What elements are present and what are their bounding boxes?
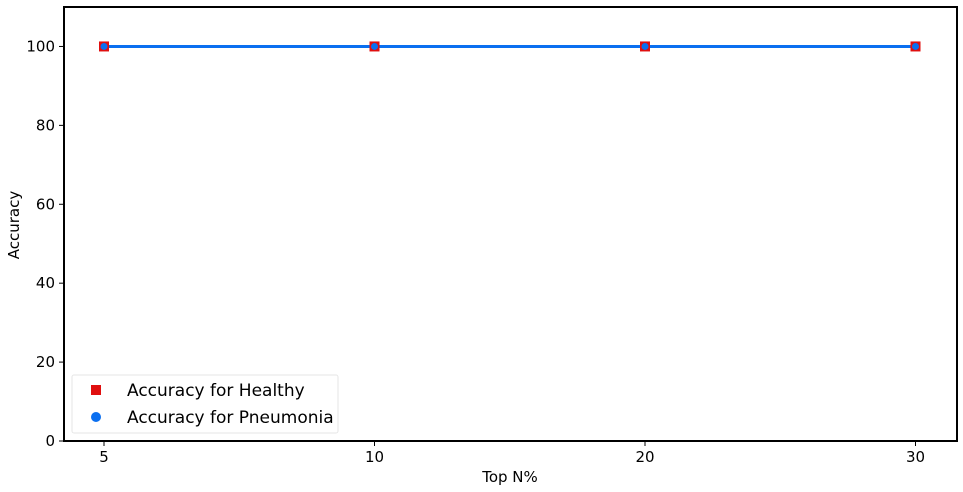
legend-box bbox=[71, 374, 339, 434]
y-axis-label: Accuracy bbox=[5, 191, 23, 260]
marker-pneumonia bbox=[641, 42, 649, 50]
y-tick-label: 20 bbox=[36, 353, 55, 371]
legend-marker-healthy bbox=[91, 385, 101, 395]
x-axis-ticks: 5 10 20 30 bbox=[99, 441, 925, 466]
y-tick-label: 0 bbox=[45, 432, 55, 450]
y-tick-label: 100 bbox=[26, 37, 55, 55]
plot-area bbox=[63, 6, 958, 442]
y-tick-label: 40 bbox=[36, 274, 55, 292]
legend: Accuracy for Healthy Accuracy for Pneumo… bbox=[71, 374, 339, 434]
x-tick-label: 5 bbox=[99, 448, 109, 466]
series-markers bbox=[99, 41, 921, 52]
y-axis-ticks: 0 20 40 60 80 100 bbox=[26, 37, 64, 450]
x-tick-label: 30 bbox=[906, 448, 925, 466]
y-tick-label: 60 bbox=[36, 195, 55, 213]
x-tick-label: 20 bbox=[635, 448, 654, 466]
x-axis-label: Top N% bbox=[481, 468, 538, 486]
legend-label-healthy: Accuracy for Healthy bbox=[127, 381, 305, 401]
legend-marker-pneumonia bbox=[91, 412, 101, 422]
x-tick-label: 10 bbox=[365, 448, 384, 466]
legend-label-pneumonia: Accuracy for Pneumonia bbox=[127, 408, 334, 428]
marker-pneumonia bbox=[912, 42, 919, 50]
y-tick-label: 80 bbox=[36, 116, 55, 134]
marker-pneumonia bbox=[371, 42, 378, 50]
marker-pneumonia bbox=[100, 42, 108, 50]
